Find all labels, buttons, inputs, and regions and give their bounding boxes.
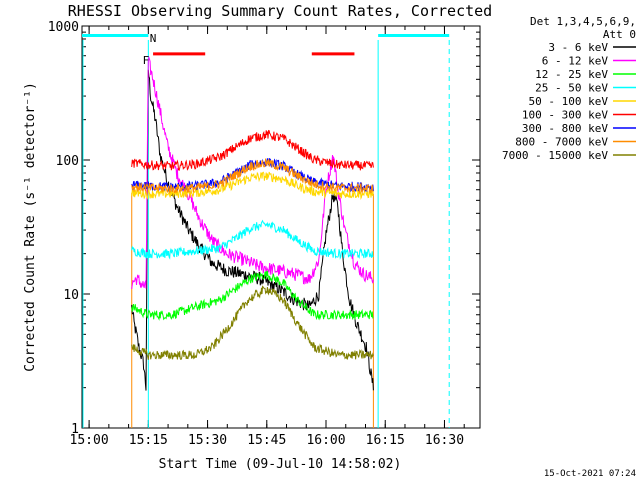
y-tick-label: 100 xyxy=(56,154,79,169)
legend-label: 3 - 6 keV xyxy=(548,41,608,54)
series-line xyxy=(131,129,374,172)
legend-label: 50 - 100 keV xyxy=(529,95,609,108)
legend-label: 800 - 7000 keV xyxy=(515,136,608,149)
chart-title: RHESSI Observing Summary Count Rates, Co… xyxy=(68,2,492,20)
x-tick-label: 16:00 xyxy=(306,433,345,448)
axis-ticks-group: 15:00 15:15 15:30 15:45 16:00 16:15 16:30 1 10 10… xyxy=(48,20,480,448)
legend-label: 7000 - 15000 keV xyxy=(502,149,608,162)
series-line xyxy=(131,285,374,361)
annotation-label: N xyxy=(150,32,157,45)
annotation-label: F xyxy=(143,54,150,67)
legend-header: Att 0 xyxy=(603,28,636,41)
legend-header: Det 1,3,4,5,6,9, xyxy=(530,15,636,28)
legend-label: 300 - 800 keV xyxy=(522,122,608,135)
series-line xyxy=(131,158,374,195)
x-tick-label: 15:15 xyxy=(129,433,168,448)
x-tick-label: 16:30 xyxy=(425,433,464,448)
series-lines-group xyxy=(131,55,374,428)
night-flag-bars xyxy=(82,33,450,56)
x-tick-label: 15:30 xyxy=(188,433,227,448)
y-tick-label: 10 xyxy=(63,288,79,303)
x-tick-label: 16:15 xyxy=(366,433,405,448)
x-axis-label: Start Time (09-Jul-10 14:58:02) xyxy=(159,457,402,472)
legend-label: 100 - 300 keV xyxy=(522,109,608,122)
series-line xyxy=(131,270,374,321)
legend-label: 6 - 12 keV xyxy=(542,55,609,68)
timestamp: 15-Oct-2021 07:24 xyxy=(544,469,636,479)
y-tick-label: 1000 xyxy=(48,20,79,35)
x-tick-label: 15:00 xyxy=(70,433,109,448)
plot-frame xyxy=(81,25,481,429)
vertical-markers-group xyxy=(82,40,450,428)
legend-label: 25 - 50 keV xyxy=(535,82,608,95)
legend-label: 12 - 25 keV xyxy=(535,68,608,81)
annotation-group: FN xyxy=(143,32,157,67)
x-tick-label: 15:45 xyxy=(247,433,286,448)
series-line xyxy=(131,219,374,260)
y-axis-label: Corrected Count Rate (s⁻¹ detector⁻¹) xyxy=(23,82,38,372)
y-tick-label: 1 xyxy=(71,422,79,437)
